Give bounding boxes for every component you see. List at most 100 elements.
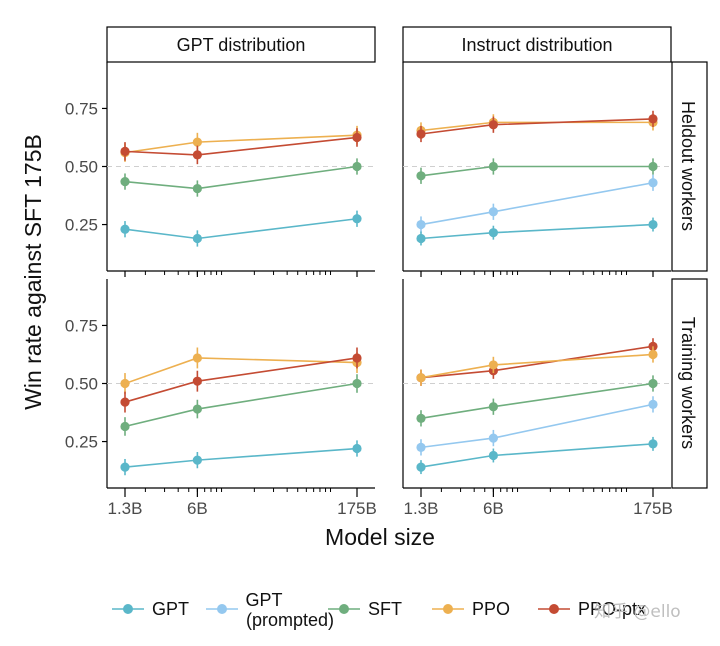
series-line-gpt bbox=[124, 447, 358, 468]
y-axis-title: Win rate against SFT 175B bbox=[20, 134, 46, 410]
data-point-sft bbox=[120, 176, 130, 187]
data-point-sft bbox=[192, 183, 202, 194]
data-point-ppo bbox=[488, 360, 498, 370]
data-point-gpt-prompted bbox=[648, 178, 658, 188]
y-tick-label: 0.25 bbox=[65, 216, 98, 235]
strip-label-heldout-workers: Heldout workers bbox=[678, 101, 698, 231]
data-point-ppo-ptx bbox=[352, 353, 362, 363]
x-tick-label: 6B bbox=[483, 499, 504, 518]
data-point-sft bbox=[192, 404, 202, 414]
series-ppo bbox=[416, 114, 658, 139]
data-point-ppo-ptx bbox=[192, 376, 202, 386]
strip-gpt-distribution bbox=[106, 26, 376, 63]
data-point-gpt bbox=[352, 214, 362, 224]
series-line-sft bbox=[420, 382, 654, 420]
data-point-gpt bbox=[352, 443, 362, 454]
data-point-gpt-prompted bbox=[416, 219, 426, 230]
series-ppo bbox=[120, 347, 362, 394]
x-tick-label: 175B bbox=[337, 499, 377, 518]
data-point-sft bbox=[488, 402, 498, 412]
data-point-ppo bbox=[120, 378, 130, 389]
x-axis-title: Model size bbox=[325, 524, 435, 550]
legend-marker bbox=[217, 604, 227, 614]
data-point-ppo-ptx bbox=[120, 397, 130, 407]
data-point-gpt bbox=[192, 233, 202, 244]
data-point-gpt-prompted bbox=[416, 442, 426, 452]
legend-item-ppo-ptx: PPO-ptx bbox=[538, 599, 646, 619]
data-point-ppo bbox=[416, 373, 426, 383]
x-tick-label: 1.3B bbox=[404, 499, 439, 518]
data-point-gpt bbox=[192, 455, 202, 465]
y-tick-label: 0.25 bbox=[65, 433, 98, 452]
legend: GPT GPT(prompted)SFT PPO PPO-ptx bbox=[112, 590, 646, 630]
series-line-gpt bbox=[420, 223, 654, 240]
legend-item-ppo: PPO bbox=[432, 599, 510, 619]
panel-training-workers-instruct-distribution: 1.3B 6B 175B bbox=[402, 279, 673, 518]
legend-item-gpt: GPT bbox=[112, 599, 189, 619]
y-tick-label: 0.50 bbox=[65, 375, 98, 394]
y-tick-label: 0.75 bbox=[65, 99, 98, 118]
data-point-gpt bbox=[648, 439, 658, 449]
legend-label: SFT bbox=[368, 599, 402, 619]
legend-item-sft: SFT bbox=[328, 599, 402, 619]
data-point-gpt bbox=[120, 224, 130, 234]
legend-label: GPT bbox=[152, 599, 189, 619]
series-gpt bbox=[416, 436, 658, 475]
series-sft bbox=[120, 158, 362, 197]
series-line-gpt-prompted bbox=[420, 403, 654, 449]
series-ppo-ptx bbox=[416, 110, 658, 143]
panel-heldout-workers-gpt-distribution: 0.25 0.50 0.75 bbox=[65, 62, 375, 277]
legend-label: GPT bbox=[245, 590, 282, 610]
series-line-ppo-ptx bbox=[124, 357, 358, 403]
watermark: 知乎 @ello bbox=[594, 602, 681, 622]
y-tick-label: 0.75 bbox=[65, 316, 98, 335]
series-line-gpt bbox=[124, 217, 358, 240]
x-tick-label: 175B bbox=[633, 499, 673, 518]
data-point-sft bbox=[416, 171, 426, 181]
series-line-sft bbox=[124, 382, 358, 428]
series-sft bbox=[416, 375, 658, 427]
legend-label-line-2: (prompted) bbox=[246, 610, 334, 630]
series-gpt-prompted bbox=[416, 396, 658, 456]
series-line-sft bbox=[124, 165, 358, 190]
strip-training-workers bbox=[671, 278, 708, 489]
data-point-ppo bbox=[192, 137, 202, 147]
series-ppo bbox=[120, 125, 362, 162]
panel-heldout-workers-instruct-distribution bbox=[402, 62, 671, 277]
series-ppo-ptx bbox=[120, 347, 362, 413]
strip-label-training-workers: Training workers bbox=[678, 317, 698, 449]
x-tick-label: 1.3B bbox=[108, 499, 143, 518]
data-point-ppo-ptx bbox=[488, 120, 498, 130]
legend-item-gpt-prompted: GPT(prompted) bbox=[206, 590, 334, 630]
legend-marker bbox=[443, 604, 453, 614]
legend-marker bbox=[339, 604, 349, 614]
series-sft bbox=[120, 374, 362, 436]
series-ppo-ptx bbox=[120, 128, 362, 165]
data-point-gpt-prompted bbox=[488, 207, 498, 217]
panels: 0.25 0.50 0.75 0.25 0.50 0.75 1.3B 6B 175B 1.3B 6B… bbox=[65, 62, 673, 518]
series-line-ppo bbox=[124, 357, 358, 385]
data-point-ppo-ptx bbox=[416, 129, 426, 139]
legend-marker bbox=[549, 604, 559, 614]
strip-heldout-workers bbox=[671, 61, 708, 272]
y-tick-label: 0.50 bbox=[65, 158, 98, 177]
panel-training-workers-gpt-distribution: 0.25 0.50 0.75 1.3B 6B 175B bbox=[65, 279, 377, 518]
data-point-sft bbox=[488, 161, 498, 172]
data-point-gpt bbox=[120, 462, 130, 472]
data-point-ppo bbox=[192, 353, 202, 363]
strip-label-gpt-distribution: GPT distribution bbox=[177, 35, 306, 55]
legend-marker bbox=[123, 604, 133, 614]
data-point-sft bbox=[648, 378, 658, 389]
series-line-sft bbox=[420, 165, 653, 177]
series-gpt bbox=[120, 440, 362, 476]
data-point-sft bbox=[416, 413, 426, 423]
legend-label: PPO-ptx bbox=[578, 599, 646, 619]
series-ppo bbox=[416, 346, 658, 386]
data-point-sft bbox=[648, 161, 658, 172]
strip-label-instruct-distribution: Instruct distribution bbox=[461, 35, 612, 55]
series-gpt-prompted bbox=[416, 174, 658, 233]
legend-label: PPO bbox=[472, 599, 510, 619]
data-point-gpt bbox=[488, 450, 498, 461]
data-point-gpt-prompted bbox=[648, 399, 658, 409]
